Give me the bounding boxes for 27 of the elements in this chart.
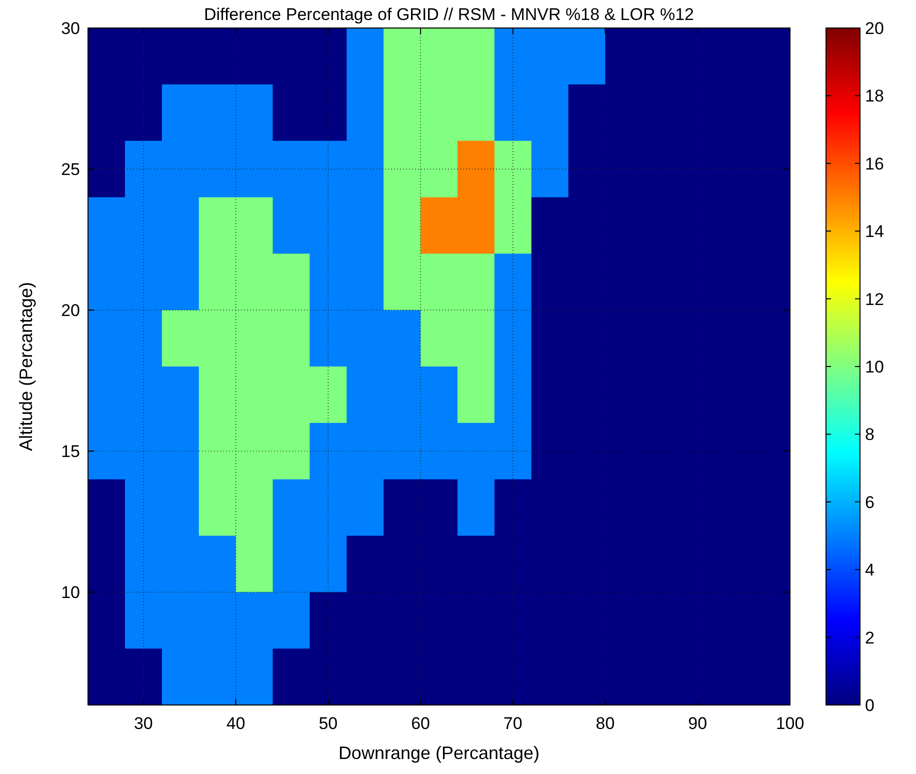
x-tick-label: 40 bbox=[226, 714, 246, 733]
x-tick-label: 60 bbox=[411, 714, 430, 733]
color-bar-label: 2 bbox=[865, 628, 874, 648]
y-tick-label: 15 bbox=[61, 442, 80, 462]
color-bar-label: 18 bbox=[865, 86, 884, 106]
x-tick-label: 80 bbox=[596, 714, 615, 733]
x-tick-label: 90 bbox=[688, 714, 708, 733]
color-bar-label: 6 bbox=[865, 492, 874, 512]
x-tick-label: 50 bbox=[318, 714, 338, 733]
color-bar-label: 4 bbox=[865, 560, 874, 580]
y-tick-label: 10 bbox=[61, 583, 80, 602]
color-bar-label: 0 bbox=[865, 696, 874, 715]
x-tick-label: 70 bbox=[503, 714, 522, 733]
color-bar-label: 14 bbox=[865, 222, 884, 242]
color-bar-label: 8 bbox=[865, 425, 874, 444]
x-tick-label: 100 bbox=[776, 714, 804, 733]
x-axis-title: Downrange (Percantage) bbox=[338, 743, 540, 763]
y-axis-title: Altitude (Percantage) bbox=[16, 282, 36, 452]
color-bar-label: 16 bbox=[865, 154, 884, 174]
y-tick-label: 20 bbox=[61, 301, 80, 320]
y-tick-label: 25 bbox=[61, 160, 80, 180]
color-bar-label: 10 bbox=[865, 358, 884, 376]
x-tick-label: 30 bbox=[134, 714, 153, 733]
y-tick-label: 30 bbox=[61, 19, 80, 38]
color-bar-label: 20 bbox=[865, 19, 884, 38]
chart-title: Difference Percentage of GRID // RSM - MNVR %18 & LOR %12 bbox=[204, 5, 694, 24]
color-bar-label: 12 bbox=[865, 290, 884, 309]
